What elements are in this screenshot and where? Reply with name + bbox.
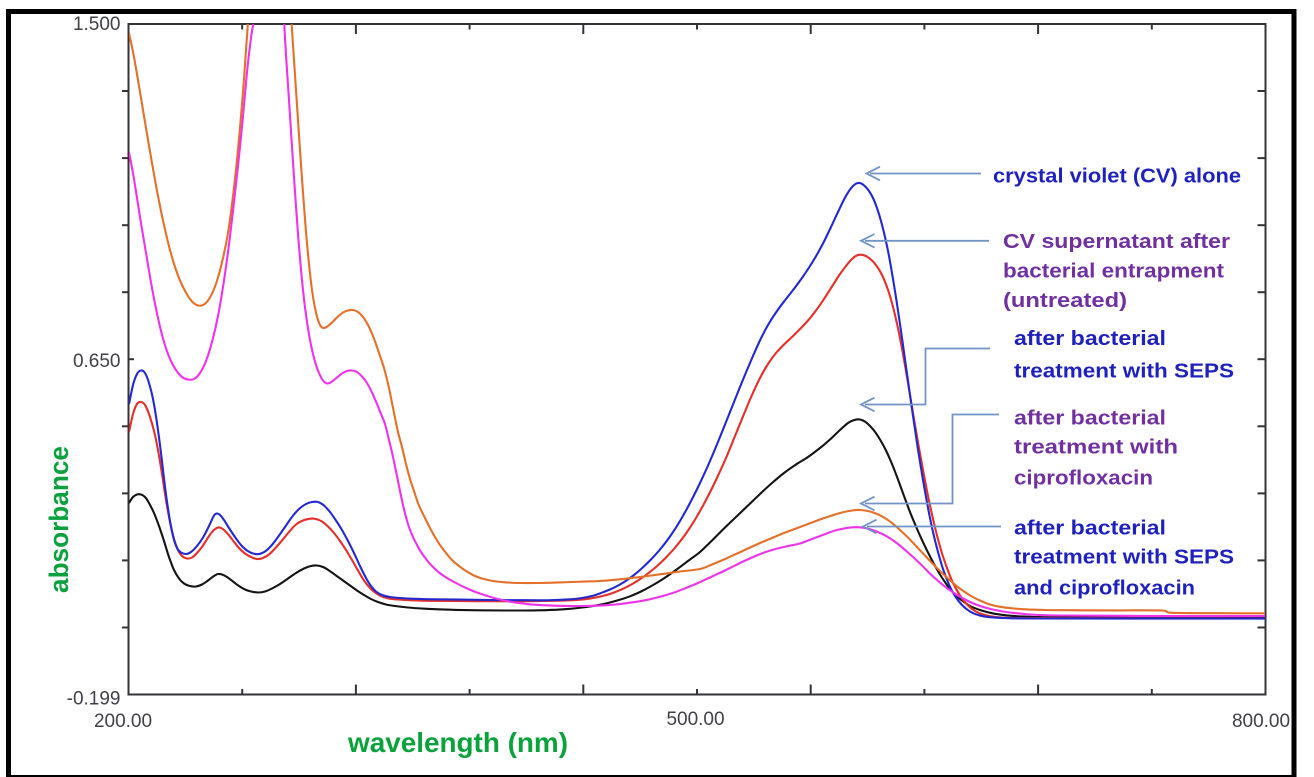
svg-text:treatment with: treatment with <box>1014 437 1178 459</box>
svg-text:0.650: 0.650 <box>73 351 121 372</box>
svg-text:treatment with SEPS: treatment with SEPS <box>1014 361 1234 383</box>
svg-text:bacterial entrapment: bacterial entrapment <box>1003 261 1224 283</box>
svg-text:absorbance: absorbance <box>44 446 74 593</box>
svg-text:(untreated): (untreated) <box>1003 290 1127 312</box>
svg-text:800.00: 800.00 <box>1232 711 1290 732</box>
svg-text:wavelength (nm): wavelength (nm) <box>347 727 568 758</box>
svg-text:1.500: 1.500 <box>73 14 121 35</box>
svg-text:after bacterial: after bacterial <box>1014 328 1166 350</box>
svg-text:and ciprofloxacin: and ciprofloxacin <box>1014 578 1195 600</box>
svg-text:after bacterial: after bacterial <box>1014 518 1166 540</box>
svg-text:treatment with SEPS: treatment with SEPS <box>1014 547 1234 569</box>
svg-text:200.00: 200.00 <box>94 711 152 732</box>
svg-text:-0.199: -0.199 <box>67 689 121 710</box>
svg-text:crystal violet (CV) alone: crystal violet (CV) alone <box>993 166 1241 188</box>
svg-text:500.00: 500.00 <box>666 709 724 730</box>
svg-text:CV supernatant after: CV supernatant after <box>1003 231 1230 253</box>
svg-text:ciprofloxacin: ciprofloxacin <box>1014 468 1153 490</box>
svg-text:after bacterial: after bacterial <box>1014 408 1166 430</box>
